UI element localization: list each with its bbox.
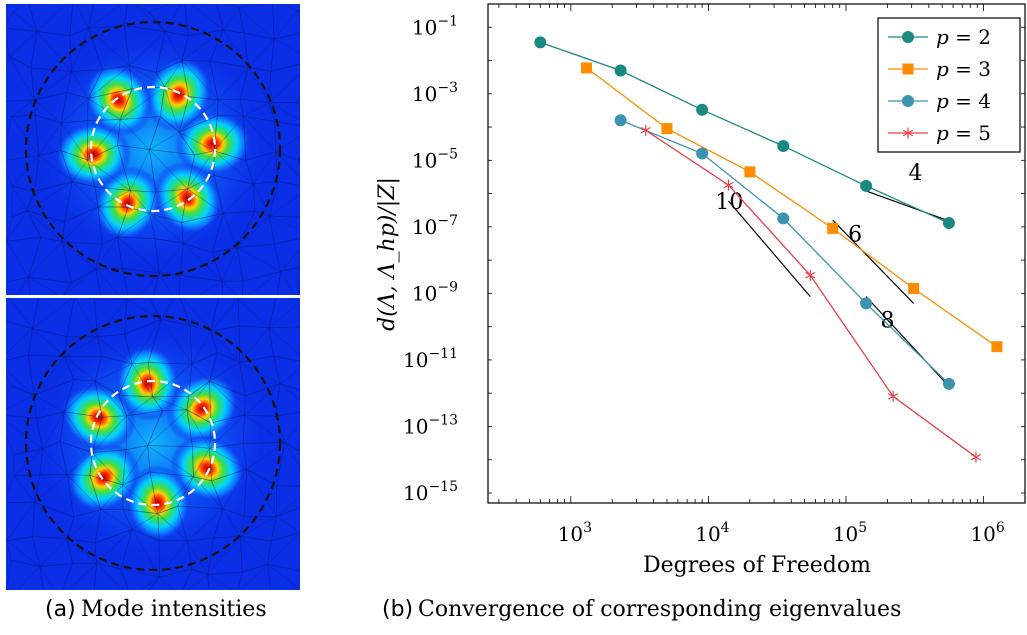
data-point (805, 269, 816, 281)
data-point (888, 390, 899, 402)
data-point (827, 222, 839, 234)
legend-label: p = 3 (936, 57, 991, 81)
data-point (942, 217, 955, 230)
outer-boundary-circle (24, 314, 282, 572)
caption-a-text: Mode intensities (81, 597, 267, 622)
caption-b-text: Convergence of corresponding eigenvalues (418, 597, 901, 622)
axis-ticks (488, 4, 1026, 503)
series-line (620, 119, 950, 385)
tick-label: 10−15 (403, 479, 458, 505)
tick-label: 10−3 (412, 80, 458, 106)
legend-entry-p5: p = 5 (888, 121, 991, 145)
tick-label: 10−11 (403, 346, 458, 372)
slope-line (728, 200, 811, 297)
intensity-lobe (67, 443, 140, 512)
intensity-lobe (115, 345, 180, 422)
intensity-lobe (153, 162, 222, 235)
data-point (696, 147, 709, 160)
legend-box (877, 17, 1021, 153)
data-point (777, 139, 790, 152)
data-point (860, 179, 873, 192)
tick-label: 10−9 (412, 279, 458, 305)
x-axis-label: Degrees of Freedom (643, 553, 871, 578)
series-line (586, 67, 998, 348)
data-point (908, 283, 920, 295)
outer-boundary-circle (24, 20, 282, 278)
intensity-lobe (84, 63, 153, 136)
slope-line (865, 296, 950, 387)
tick-label: 106 (970, 520, 1004, 546)
slope-line (832, 219, 915, 304)
legend-label: p = 5 (936, 121, 991, 145)
data-point (777, 212, 790, 225)
intensity-lobe (145, 57, 212, 132)
data-point (744, 166, 756, 178)
data-point (970, 451, 982, 463)
tick-label: 10−13 (403, 412, 458, 438)
data-point (902, 63, 914, 75)
tick-label: 10−5 (412, 146, 458, 172)
slope-label: 6 (848, 223, 862, 248)
intensity-lobe (174, 111, 251, 176)
tick-label: 105 (833, 520, 867, 546)
caption-b-tag: (b) (382, 597, 413, 622)
caption-a-tag: (a) (45, 597, 76, 622)
data-point (696, 103, 709, 116)
convergence-chart: 103 104 105 10610−110−310−510−710−910−1110−… (375, 3, 1026, 578)
legend-label: p = 2 (936, 25, 991, 49)
data-point (723, 179, 734, 191)
series-p3 (581, 62, 1003, 353)
slope-label: 4 (909, 161, 923, 186)
data-point (581, 62, 593, 74)
data-point (902, 127, 914, 139)
legend-label: p = 4 (936, 89, 991, 113)
data-point (942, 377, 955, 390)
tick-label: 103 (558, 520, 592, 546)
data-point (534, 36, 547, 49)
legend-entry-p2: p = 2 (888, 25, 991, 49)
intensity-lobe (166, 374, 239, 443)
series-p5 (640, 124, 982, 463)
series-line (645, 129, 977, 458)
data-point (991, 341, 1003, 353)
data-point (902, 95, 914, 107)
slope-line (865, 190, 950, 222)
tick-label: 104 (695, 520, 729, 546)
inner-boundary-circle (89, 85, 217, 213)
intensity-lobe (61, 384, 136, 451)
data-point (614, 64, 627, 77)
series-p4 (614, 114, 955, 390)
y-axis-label: d(Λ, Λ_hp)/|Z| (375, 177, 400, 331)
data-point (902, 31, 914, 43)
series-p2 (534, 36, 955, 230)
plot-frame (487, 3, 1026, 504)
series-line (540, 41, 950, 224)
tick-labels: 103 104 105 10610−110−310−510−710−910−1110−… (403, 13, 1005, 546)
slope-label: 10 (715, 190, 743, 215)
mode-image-top (6, 4, 300, 295)
intensity-lobe (170, 435, 245, 502)
intensity-lobe (55, 122, 132, 187)
legend: p = 2 p = 3 p = 4 p = 5 (877, 17, 1021, 153)
legend-entry-p3: p = 3 (888, 57, 991, 81)
svg-text:d(Λ, Λ_hp)/|Z|: d(Λ, Λ_hp)/|Z| (375, 177, 400, 331)
data-point (860, 297, 873, 310)
intensity-lobe (94, 166, 161, 241)
data-series (534, 36, 1003, 463)
data-point (640, 124, 651, 136)
tick-label: 10−1 (412, 13, 458, 39)
legend-entry-p4: p = 4 (888, 89, 991, 113)
data-point (614, 114, 627, 127)
data-point (661, 123, 673, 135)
inner-boundary-circle (89, 379, 217, 507)
tick-label: 10−7 (412, 213, 458, 239)
intensity-lobe (126, 464, 191, 541)
mode-image-bottom (6, 298, 300, 590)
